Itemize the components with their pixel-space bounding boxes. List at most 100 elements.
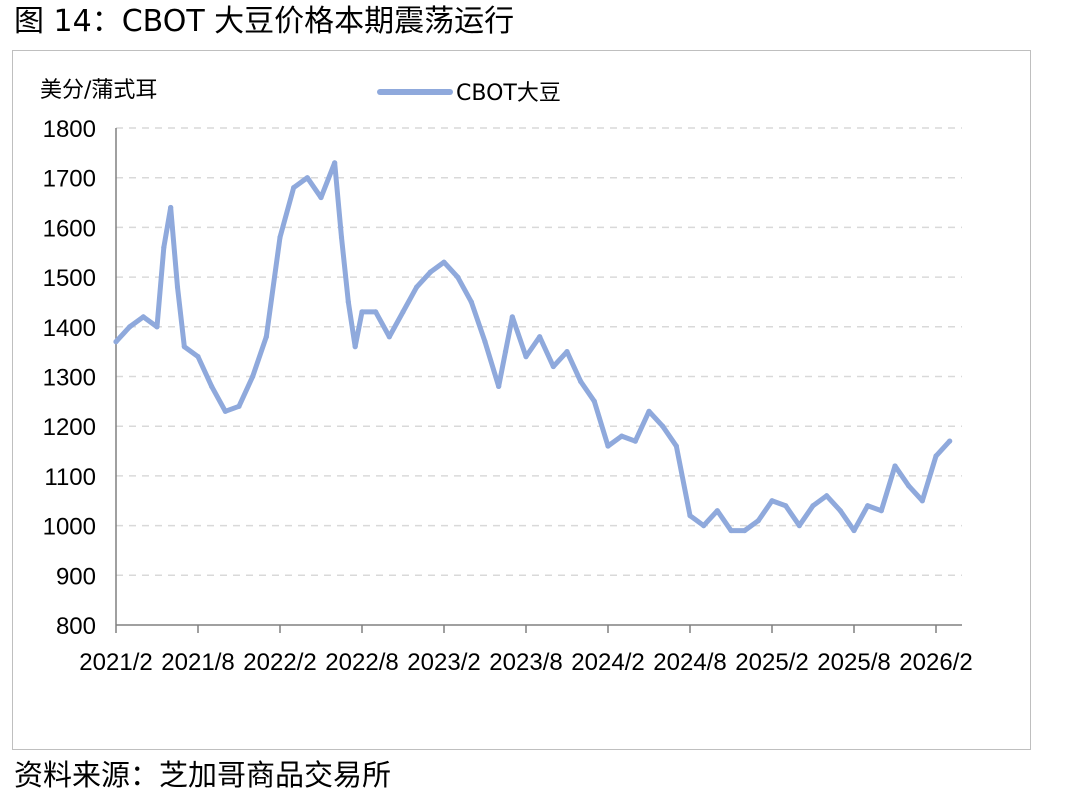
data-point [174,284,181,290]
series-lines [113,160,953,534]
data-point [345,299,351,305]
y-tick-label: 1600 [43,215,96,242]
legend-label: CBOT大豆 [456,81,561,106]
data-point [851,527,857,534]
data-point [386,334,392,340]
data-point [250,373,256,380]
x-tick-label: 2023/2 [407,649,480,676]
data-point [933,453,939,459]
data-point [168,204,174,211]
data-point [619,433,625,439]
data-point [550,363,556,370]
data-point [632,438,638,444]
data-point [113,339,119,345]
y-tick-label: 1800 [43,116,96,143]
y-tick-label: 1300 [43,365,96,392]
data-point [837,508,843,514]
data-point [714,508,720,514]
data-point [502,349,509,355]
source-note: 资料来源：芝加哥商品交易所 [14,758,392,792]
data-point [318,194,324,201]
legend: CBOT大豆 [377,81,561,106]
data-point [304,175,310,181]
data-point [427,269,433,275]
data-point [338,234,345,240]
data-point [742,527,748,534]
data-point [263,334,269,340]
data-point [468,299,474,305]
y-tick-label: 1700 [43,166,96,193]
x-tick-label: 2022/2 [243,649,316,676]
data-point [660,423,666,429]
data-point [209,383,215,390]
x-tick-label: 2023/8 [489,649,562,676]
y-tick-label: 1500 [43,265,96,292]
data-point [646,408,652,414]
data-point [482,339,488,345]
data-point [564,349,570,355]
data-point [127,324,133,330]
data-point [332,160,338,166]
data-point [359,309,365,315]
data-point [154,324,160,330]
data-point [824,493,830,499]
data-point [947,438,953,444]
data-point [455,274,461,280]
y-tick-label: 1200 [43,414,96,441]
x-tick-label: 2026/2 [899,649,972,676]
x-tick-labels: 2021/2 2021/8 2022/2 2022/8 2023/2 2023/8 2024… [79,649,972,676]
chart-frame [12,50,1031,750]
x-tick-label: 2024/8 [653,649,726,676]
data-point [161,244,167,250]
x-tick-label: 2024/2 [571,649,644,676]
data-point [865,503,871,509]
data-point [537,334,543,340]
data-point [919,498,925,504]
data-point [783,503,789,509]
y-tick-labels: 1800 1700 1600 1500 1400 1300 1200 1100 1000 900 8… [43,116,96,640]
data-point [496,383,502,390]
data-point [414,284,420,290]
data-point [728,527,734,534]
data-point [578,378,584,385]
data-point [277,234,283,240]
data-point [701,523,707,529]
data-point [195,354,201,360]
data-point [796,523,802,529]
y-tick-label: 900 [56,563,96,590]
y-tick-label: 1400 [43,315,96,342]
x-tick-label: 2021/8 [161,649,234,676]
data-point [181,344,187,350]
data-point [222,408,228,414]
data-point [755,518,761,524]
y-tick-label: 1100 [44,464,96,491]
data-point [523,354,529,360]
data-point [769,498,775,504]
data-point [291,185,297,191]
data-point [140,314,146,320]
data-point [687,513,693,519]
data-point [441,259,447,265]
data-point [509,314,515,320]
figure-title: 图 14：CBOT 大豆价格本期震荡运行 [14,4,515,39]
y-unit-label: 美分/蒲式耳 [40,78,157,103]
data-point [673,443,679,449]
data-point [878,508,884,514]
grid-lines [116,127,962,577]
data-point [605,443,611,449]
x-tick-label: 2021/2 [79,649,152,676]
data-point [236,403,242,409]
x-tick-label: 2025/8 [817,649,890,676]
data-point [892,463,898,469]
y-tick-label: 800 [56,613,96,640]
x-tick-label: 2025/2 [735,649,808,676]
data-point [906,483,912,489]
x-tick-label: 2022/8 [325,649,398,676]
axes [115,128,962,633]
data-point [810,503,816,509]
data-point [352,344,358,350]
data-point [591,398,597,404]
data-point [400,309,406,315]
data-point [373,309,379,315]
